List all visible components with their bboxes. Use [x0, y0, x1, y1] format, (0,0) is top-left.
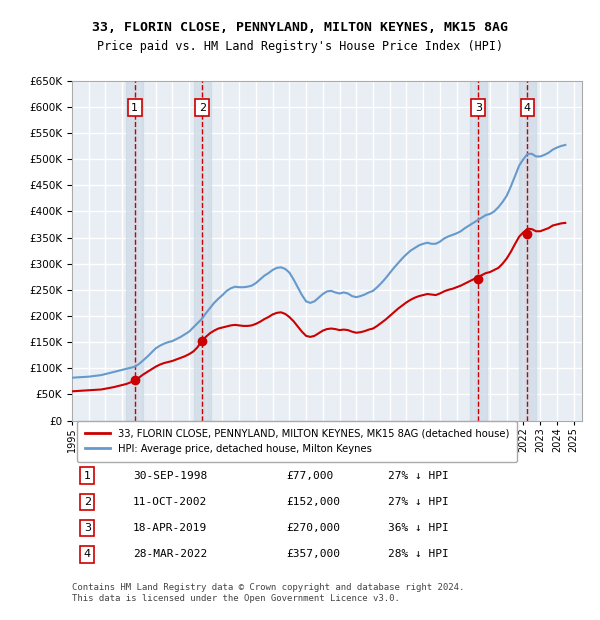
Text: 11-OCT-2002: 11-OCT-2002 — [133, 497, 208, 507]
Text: 30-SEP-1998: 30-SEP-1998 — [133, 471, 208, 480]
Text: 1: 1 — [131, 103, 138, 113]
Text: 4: 4 — [524, 103, 531, 113]
Text: Price paid vs. HM Land Registry's House Price Index (HPI): Price paid vs. HM Land Registry's House … — [97, 40, 503, 53]
Text: 33, FLORIN CLOSE, PENNYLAND, MILTON KEYNES, MK15 8AG: 33, FLORIN CLOSE, PENNYLAND, MILTON KEYN… — [92, 22, 508, 34]
Text: Contains HM Land Registry data © Crown copyright and database right 2024.
This d: Contains HM Land Registry data © Crown c… — [72, 583, 464, 603]
Bar — [470, 81, 487, 420]
Text: 1: 1 — [84, 471, 91, 480]
Text: 2: 2 — [199, 103, 206, 113]
Text: £270,000: £270,000 — [286, 523, 340, 533]
Bar — [127, 81, 143, 420]
Text: 28-MAR-2022: 28-MAR-2022 — [133, 549, 208, 559]
Text: 3: 3 — [84, 523, 91, 533]
Text: £357,000: £357,000 — [286, 549, 340, 559]
Text: 3: 3 — [475, 103, 482, 113]
Bar — [194, 81, 211, 420]
Text: 4: 4 — [84, 549, 91, 559]
Text: £77,000: £77,000 — [286, 471, 334, 480]
Text: £152,000: £152,000 — [286, 497, 340, 507]
Text: 2: 2 — [84, 497, 91, 507]
Legend: 33, FLORIN CLOSE, PENNYLAND, MILTON KEYNES, MK15 8AG (detached house), HPI: Aver: 33, FLORIN CLOSE, PENNYLAND, MILTON KEYN… — [77, 420, 517, 461]
Bar — [519, 81, 536, 420]
Text: 27% ↓ HPI: 27% ↓ HPI — [388, 471, 449, 480]
Text: 18-APR-2019: 18-APR-2019 — [133, 523, 208, 533]
Text: 28% ↓ HPI: 28% ↓ HPI — [388, 549, 449, 559]
Text: 27% ↓ HPI: 27% ↓ HPI — [388, 497, 449, 507]
Text: 36% ↓ HPI: 36% ↓ HPI — [388, 523, 449, 533]
